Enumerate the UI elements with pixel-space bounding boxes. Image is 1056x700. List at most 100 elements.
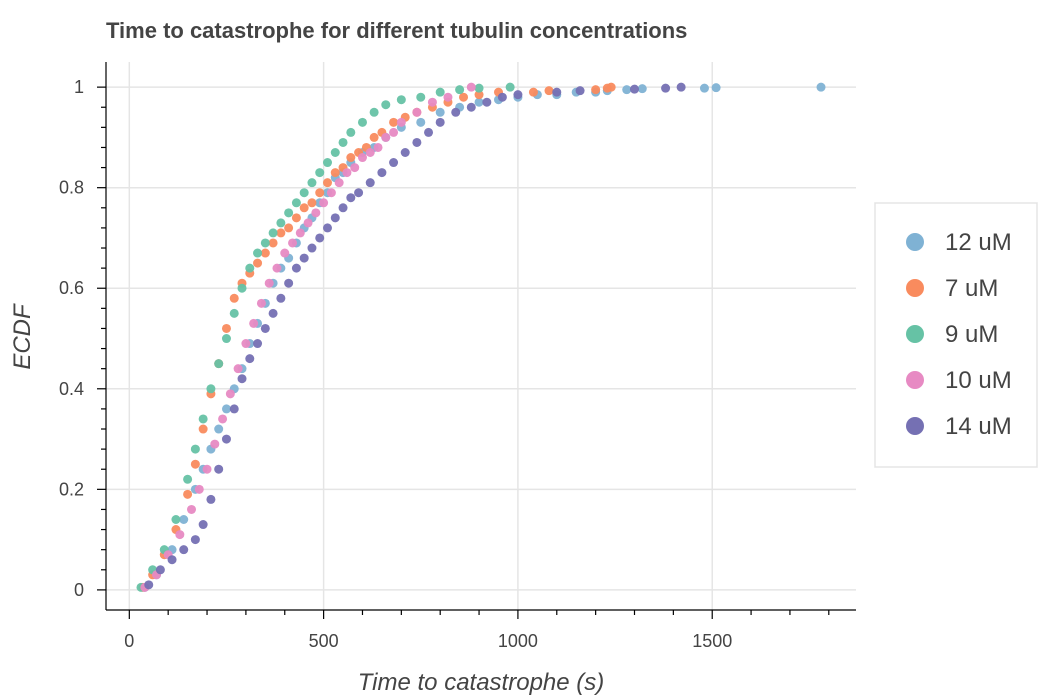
data-point: [245, 354, 255, 364]
data-point: [416, 92, 426, 102]
data-point: [249, 318, 259, 328]
data-point: [288, 238, 298, 248]
data-point: [175, 530, 185, 540]
data-point: [711, 83, 721, 93]
data-point: [323, 223, 333, 233]
data-point: [381, 132, 391, 142]
x-tick-label: 500: [309, 631, 339, 651]
legend-box: [874, 202, 1038, 468]
data-point: [229, 404, 239, 414]
data-point: [451, 107, 461, 117]
legend-item[interactable]: 7 uM: [906, 275, 998, 302]
data-point: [369, 107, 379, 117]
data-point: [198, 414, 208, 424]
legend-item[interactable]: 10 uM: [906, 367, 1012, 394]
data-point: [260, 323, 270, 333]
data-point: [299, 203, 309, 213]
data-point: [350, 163, 360, 173]
data-point: [323, 158, 333, 168]
y-tick-label: 0.4: [59, 379, 84, 399]
data-point: [365, 178, 375, 188]
data-point: [357, 153, 367, 163]
data-point: [179, 515, 189, 525]
data-point: [280, 248, 290, 258]
data-point: [233, 364, 243, 374]
data-point: [229, 293, 239, 303]
series-12-um: [140, 82, 826, 592]
data-point: [319, 198, 329, 208]
legend-item[interactable]: 12 uM: [906, 229, 1012, 256]
data-point: [466, 102, 476, 112]
data-point: [198, 424, 208, 434]
data-point: [190, 459, 200, 469]
data-point: [307, 178, 317, 188]
data-point: [513, 90, 523, 100]
legend-label: 9 uM: [945, 321, 998, 348]
data-point: [214, 359, 224, 369]
data-point: [622, 85, 632, 95]
data-point: [474, 90, 484, 100]
series-14-um: [144, 82, 686, 590]
x-axis-label: Time to catastrophe (s): [358, 669, 605, 696]
legend-item[interactable]: 14 uM: [906, 413, 1012, 440]
data-point: [291, 213, 301, 223]
data-point: [455, 85, 465, 95]
data-point: [606, 82, 616, 92]
legend-item[interactable]: 9 uM: [906, 321, 998, 348]
legend-label: 7 uM: [945, 275, 998, 302]
data-point: [245, 263, 255, 273]
data-point: [369, 132, 379, 142]
data-point: [427, 97, 437, 107]
data-point: [357, 117, 367, 127]
data-point: [346, 127, 356, 137]
data-point: [629, 84, 639, 94]
data-point: [221, 334, 231, 344]
data-point: [206, 384, 216, 394]
series-9-um: [136, 82, 515, 592]
data-point: [466, 82, 476, 92]
data-point: [377, 168, 387, 178]
data-point: [144, 580, 154, 590]
data-point: [264, 278, 274, 288]
data-point: [396, 95, 406, 105]
legend-marker: [906, 233, 924, 251]
data-point: [221, 323, 231, 333]
data-point: [482, 97, 492, 107]
data-point: [225, 389, 235, 399]
data-point: [311, 208, 321, 218]
data-point: [389, 117, 399, 127]
data-point: [661, 83, 671, 93]
data-point: [396, 117, 406, 127]
data-point: [268, 238, 278, 248]
x-tick-label: 0: [124, 631, 134, 651]
y-ticks: 0 0.2 0.4 0.6 0.8 1: [59, 77, 106, 600]
data-point: [299, 253, 309, 263]
data-point: [443, 92, 453, 102]
data-point: [214, 424, 224, 434]
data-point: [303, 218, 313, 228]
legend-marker: [906, 417, 924, 435]
data-point: [315, 188, 325, 198]
data-point: [354, 188, 364, 198]
x-tick-label: 1500: [692, 631, 732, 651]
data-point: [637, 84, 647, 94]
data-point: [338, 203, 348, 213]
data-point: [816, 82, 826, 92]
data-point: [229, 308, 239, 318]
data-point: [416, 117, 426, 127]
data-point: [591, 85, 601, 95]
data-point: [190, 444, 200, 454]
data-point: [206, 494, 216, 504]
data-point: [253, 339, 263, 349]
data-point: [291, 198, 301, 208]
data-point: [435, 117, 445, 127]
data-point: [389, 158, 399, 168]
data-point: [389, 127, 399, 137]
data-point: [528, 87, 538, 97]
x-ticks: 0 500 1000 1500: [124, 610, 830, 651]
legend-marker: [906, 279, 924, 297]
data-point: [435, 107, 445, 117]
data-point: [276, 218, 286, 228]
data-point: [221, 434, 231, 444]
data-point: [330, 213, 340, 223]
